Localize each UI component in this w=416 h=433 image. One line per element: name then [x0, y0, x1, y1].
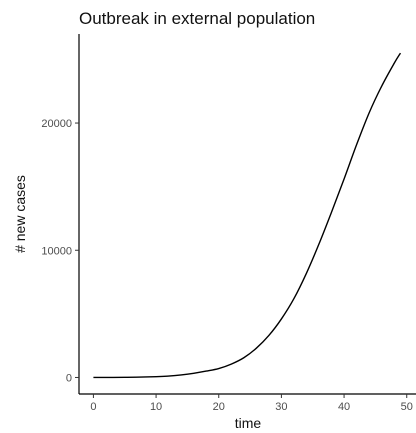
chart-title: Outbreak in external population: [79, 9, 315, 28]
x-tick-label: 20: [213, 401, 225, 413]
y-ticks: 0 10000 20000: [41, 118, 79, 384]
plot-area: 0 10 20 30 40 50 0 10000 20000: [41, 34, 416, 413]
y-tick-label: 0: [66, 372, 72, 384]
series-line: [93, 52, 402, 379]
x-tick-label: 50: [401, 401, 413, 413]
x-tick-label: 0: [90, 401, 96, 413]
x-ticks: 0 10 20 30 40 50: [90, 394, 413, 413]
x-tick-label: 10: [150, 401, 162, 413]
y-tick-label: 10000: [41, 245, 72, 257]
x-tick-label: 30: [275, 401, 287, 413]
x-axis-label: time: [235, 415, 262, 431]
y-tick-label: 20000: [41, 118, 72, 130]
y-axis-label: # new cases: [12, 175, 28, 253]
x-tick-label: 40: [338, 401, 350, 413]
